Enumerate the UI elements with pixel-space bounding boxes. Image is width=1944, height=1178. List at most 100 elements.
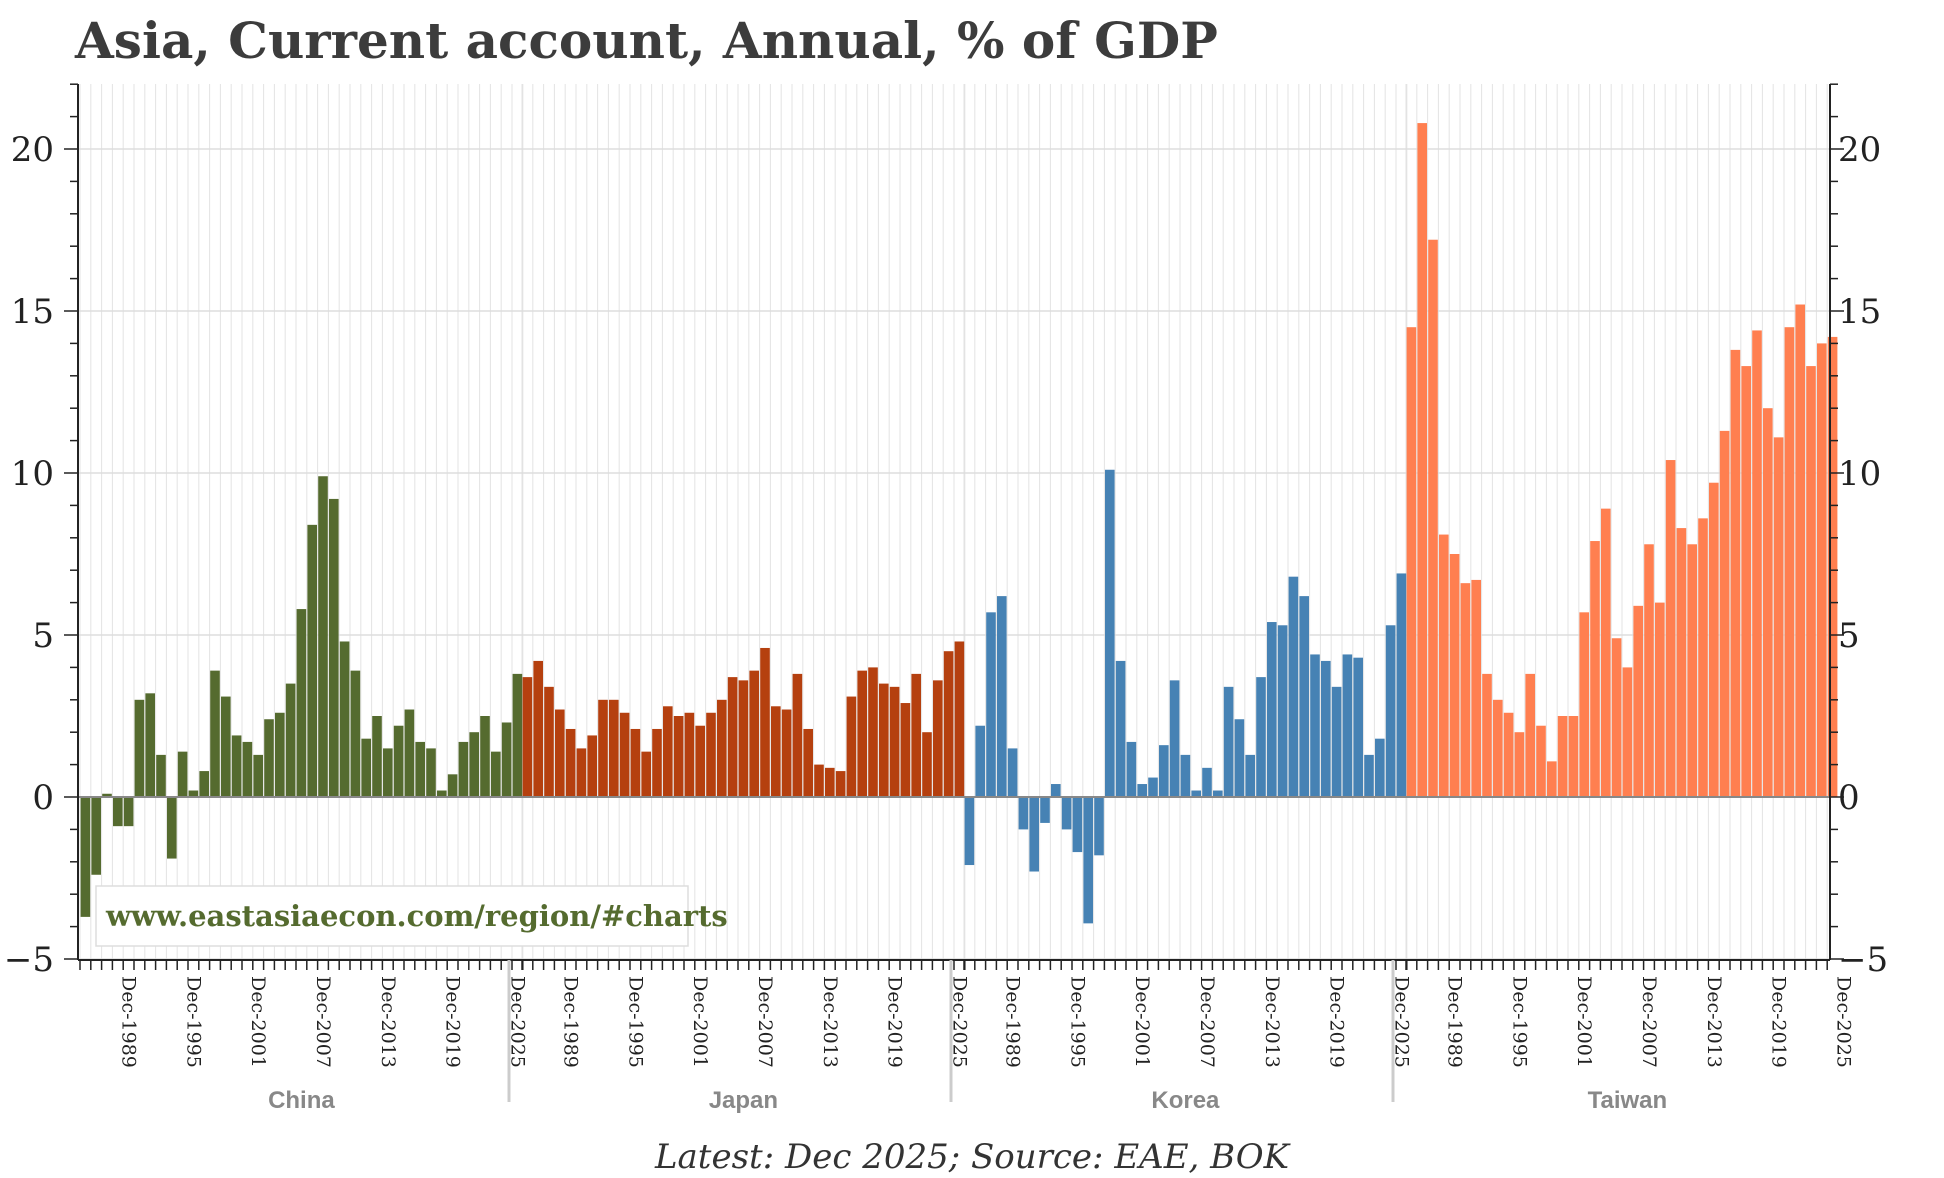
bar-japan [825, 767, 835, 797]
bar-korea [1018, 797, 1029, 830]
bar-taiwan [1406, 327, 1417, 797]
x-tick-label: Dec-2001 [1131, 976, 1153, 1068]
bar-korea [1159, 745, 1169, 797]
bar-china [264, 719, 274, 797]
bar-taiwan [1655, 602, 1665, 797]
bar-korea [1169, 680, 1180, 797]
bar-china [188, 790, 199, 797]
bar-taiwan [1471, 579, 1481, 797]
bar-china [415, 741, 425, 797]
bar-korea [1180, 754, 1191, 797]
bar-taiwan [1709, 482, 1719, 797]
x-tick-label: Dec-2025 [948, 976, 970, 1068]
bar-japan [576, 748, 587, 797]
bar-japan [857, 670, 867, 797]
x-tick-label: Dec-2019 [1326, 976, 1348, 1068]
bar-china [480, 716, 490, 797]
y-tick-label-left: −5 [4, 940, 54, 980]
bar-china [134, 699, 145, 797]
bar-china [329, 498, 339, 797]
bar-china [231, 735, 242, 797]
bar-korea [964, 797, 975, 866]
x-tick-label: Dec-2025 [506, 976, 528, 1068]
bar-japan [598, 699, 608, 797]
y-tick-label-left: 0 [32, 778, 54, 818]
bar-korea [1256, 677, 1266, 797]
bar-china [80, 797, 91, 917]
bar-korea [1191, 790, 1201, 797]
x-tick-label: Dec-2001 [689, 976, 711, 1068]
bar-china [469, 732, 479, 797]
bar-taiwan [1536, 725, 1546, 797]
x-tick-label: Dec-2013 [819, 976, 841, 1068]
bar-korea [986, 612, 996, 797]
bar-taiwan [1590, 541, 1600, 797]
bar-japan [706, 712, 716, 797]
bar-china [91, 797, 101, 875]
bar-taiwan [1601, 508, 1611, 797]
bar-china [361, 738, 371, 797]
bar-japan [760, 647, 770, 797]
axes [64, 83, 1844, 1102]
bar-korea [1007, 748, 1018, 797]
bar-taiwan [1773, 437, 1784, 797]
bar-china [404, 709, 415, 797]
x-tick-label: Dec-1995 [1066, 976, 1088, 1068]
bar-china [296, 609, 307, 797]
bar-korea [1245, 754, 1255, 797]
watermark-link[interactable]: www.eastasiaecon.com/region/#charts [105, 899, 728, 933]
bar-china [383, 748, 393, 797]
bar-japan [771, 706, 781, 797]
bar-china [199, 771, 209, 797]
x-tick-label: Dec-2007 [312, 976, 334, 1068]
y-tick-label-left: 10 [11, 454, 54, 494]
group-label-korea: Korea [1151, 1087, 1220, 1114]
bar-japan [727, 677, 738, 797]
watermark-box [95, 885, 689, 947]
bar-japan [695, 725, 705, 797]
bar-japan [663, 706, 673, 797]
axis-labels: −5 −5 0 0 5 5 10 10 15 15 20 20 Dec-1989 Dec-1995 Dec-… [4, 130, 1888, 1114]
bar-korea [1375, 738, 1385, 797]
bar-china [437, 790, 447, 797]
bar-japan [868, 667, 878, 797]
x-tick-label: Dec-2001 [247, 976, 269, 1068]
x-tick-label: Dec-1995 [1508, 976, 1530, 1068]
bar-korea [1310, 654, 1320, 797]
bar-korea [1288, 576, 1299, 797]
bar-china [123, 797, 134, 827]
x-tick-label: Dec-2025 [1390, 976, 1412, 1068]
bar-korea [1299, 596, 1309, 797]
bar-japan [814, 764, 824, 797]
bar-taiwan [1514, 732, 1525, 797]
bar-korea [1105, 469, 1115, 797]
y-tick-label-left: 5 [32, 616, 54, 656]
bar-china [102, 793, 112, 797]
bar-china [113, 797, 123, 827]
bar-japan [954, 641, 965, 797]
bar-japan [555, 709, 565, 797]
group-label-china: China [268, 1087, 335, 1114]
bar-japan [922, 732, 932, 797]
source-note: Latest: Dec 2025; Source: EAE, BOK [654, 1137, 1292, 1177]
bar-japan [609, 699, 619, 797]
bar-japan [879, 683, 889, 797]
bar-taiwan [1417, 123, 1427, 797]
bar-china [167, 797, 177, 859]
bar-japan [522, 677, 533, 797]
bar-china [501, 722, 512, 797]
bar-korea [1029, 797, 1039, 872]
bar-korea [1083, 797, 1093, 924]
bar-taiwan [1763, 408, 1773, 797]
bar-china [177, 751, 188, 797]
y-tick-label-right: 10 [1838, 454, 1881, 494]
bar-taiwan [1698, 518, 1708, 797]
bar-japan [533, 660, 543, 797]
y-tick-label-right: 20 [1838, 130, 1881, 170]
bar-taiwan [1460, 583, 1471, 797]
bar-china [318, 476, 328, 797]
bar-china [242, 741, 253, 797]
bar-taiwan [1611, 638, 1622, 797]
y-tick-label-right: 5 [1838, 616, 1860, 656]
